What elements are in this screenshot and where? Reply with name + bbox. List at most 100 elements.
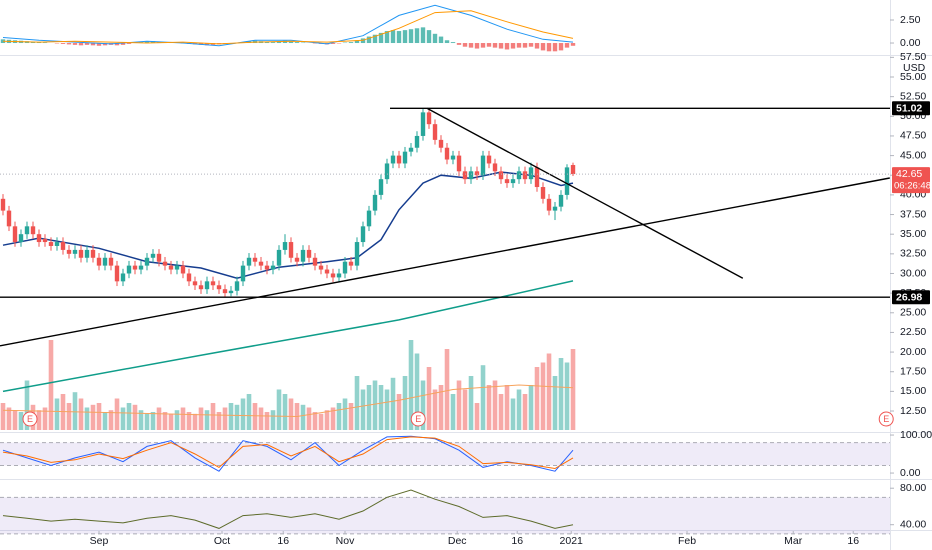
- candle-body: [294, 257, 300, 262]
- volume-bar: [444, 349, 450, 430]
- x-tick-label: 2021: [560, 535, 584, 547]
- y-tick-label: 47.50: [900, 130, 926, 142]
- y-tick-label: 2.50: [900, 14, 921, 26]
- volume-bar: [240, 398, 246, 430]
- macd-histogram-bar: [78, 43, 84, 46]
- volume-bar: [228, 403, 234, 430]
- candle-body: [150, 253, 156, 258]
- candle-body: [558, 194, 564, 207]
- volume-bar: [120, 407, 126, 430]
- macd-histogram-bar: [126, 43, 132, 44]
- candle-body: [420, 112, 426, 136]
- macd-line: [2, 4, 574, 47]
- candle-body: [276, 249, 282, 266]
- volume-bar: [540, 362, 546, 430]
- candle-body: [72, 249, 78, 254]
- volume-bar: [114, 398, 120, 430]
- volume-bar: [222, 407, 228, 430]
- macd-histogram-bar: [432, 33, 438, 44]
- volume-bar: [528, 385, 534, 430]
- volume-bar: [504, 385, 510, 430]
- moving-average-line: [2, 171, 574, 279]
- volume-bar: [282, 394, 288, 430]
- candle-body: [474, 171, 480, 176]
- level-price-label: 26.98: [896, 291, 922, 303]
- candle-body: [570, 165, 576, 175]
- candle-body: [138, 265, 144, 270]
- y-tick-label: 25.00: [900, 307, 926, 319]
- candle-body: [228, 290, 234, 294]
- macd-histogram-bar: [426, 30, 432, 44]
- candle-body: [282, 242, 288, 250]
- candle-body: [444, 147, 450, 160]
- stoch-pane: [0, 435, 890, 472]
- macd-histogram-bar: [408, 29, 414, 44]
- macd-histogram-bar: [552, 43, 558, 52]
- candle-body: [372, 194, 378, 211]
- y-tick-label: 80.00: [900, 482, 926, 494]
- candle-body: [306, 249, 312, 258]
- macd-histogram-bar: [510, 43, 516, 49]
- volume-bar: [360, 389, 366, 430]
- volume-bar: [168, 413, 174, 430]
- trendline: [426, 107, 744, 279]
- x-tick-label: Feb: [678, 535, 696, 547]
- candle-body: [414, 135, 420, 148]
- candle-body: [360, 226, 366, 243]
- macd-histogram-bar: [0, 39, 6, 44]
- volume-bar: [234, 404, 240, 430]
- x-tick-label: Sep: [90, 535, 109, 547]
- candle-body: [492, 163, 498, 172]
- volume-bar: [36, 410, 42, 430]
- y-tick-label: 22.50: [900, 326, 926, 338]
- volume-bar: [54, 398, 60, 430]
- candle-body: [198, 285, 204, 290]
- macd-histogram-bar: [60, 43, 66, 44]
- y-tick-label: 57.50: [900, 51, 926, 63]
- volume-bar: [276, 389, 282, 430]
- volume-bar: [312, 412, 318, 430]
- volume-bar: [462, 389, 468, 430]
- volume-bar: [354, 376, 360, 430]
- event-label: E: [27, 414, 33, 424]
- candle-body: [144, 257, 150, 266]
- volume-bar: [6, 407, 12, 430]
- stoch-k-line: [2, 435, 574, 472]
- macd-histogram-bar: [390, 30, 396, 44]
- macd-histogram-bar: [414, 28, 420, 44]
- candle-body: [204, 281, 210, 290]
- candle-body: [390, 155, 396, 164]
- candle-body: [504, 179, 510, 184]
- macd-histogram-bar: [486, 43, 492, 47]
- signal-line: [2, 10, 574, 45]
- candle-body: [486, 155, 492, 164]
- candle-body: [12, 226, 18, 243]
- candle-body: [210, 281, 216, 286]
- last-price-box: [892, 167, 930, 194]
- volume-bar: [72, 392, 78, 430]
- volume-bar: [570, 349, 576, 430]
- macd-histogram-bar: [144, 41, 150, 44]
- event-marker: [410, 411, 426, 427]
- volume-bar: [402, 376, 408, 430]
- candle-body: [348, 261, 354, 266]
- currency-label: USD: [903, 62, 926, 74]
- candle-body: [564, 167, 570, 195]
- macd-histogram-bar: [528, 43, 534, 47]
- volume-bar: [498, 394, 504, 430]
- candle-body: [36, 234, 42, 243]
- volume-bar: [198, 407, 204, 430]
- band-fill: [0, 442, 890, 466]
- y-tick-label: 0.00: [900, 37, 921, 49]
- candle-body: [450, 155, 456, 160]
- candle-body: [480, 155, 486, 176]
- candle-body: [366, 210, 372, 227]
- candle-body: [516, 171, 522, 180]
- volume-bar: [258, 407, 264, 430]
- macd-histogram-bar: [264, 41, 270, 44]
- x-tick-label: Mar: [784, 535, 803, 547]
- volume-bar: [48, 340, 54, 430]
- y-tick-label: 40.00: [900, 518, 926, 530]
- candle-body: [540, 187, 546, 199]
